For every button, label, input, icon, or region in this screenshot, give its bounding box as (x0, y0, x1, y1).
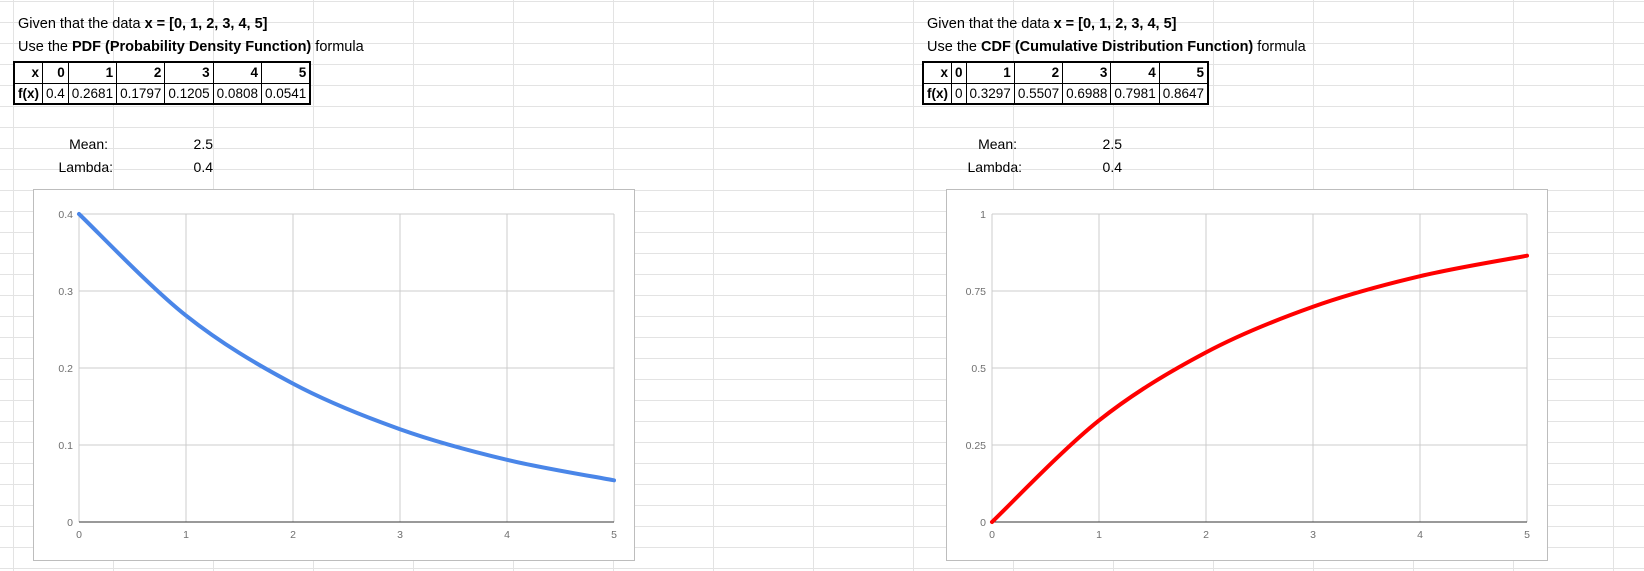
mean-value[interactable]: 2.5 (193, 136, 213, 152)
cdf-table-x-row: x 0 1 2 3 4 5 (922, 61, 1209, 84)
table-cell[interactable]: 0 (951, 82, 967, 105)
table-cell[interactable]: 2 (116, 61, 166, 84)
table-cell[interactable]: f(x) (922, 82, 952, 105)
pdf-table-fx-row: f(x) 0.4 0.2681 0.1797 0.1205 0.0808 0.0… (13, 82, 311, 105)
y-tick-label: 0.75 (966, 286, 987, 298)
table-cell[interactable]: 4 (212, 61, 262, 84)
table-cell[interactable]: 0.2681 (67, 82, 118, 105)
pdf-formula-suffix: formula (311, 39, 364, 55)
y-tick-label: 0.3 (58, 286, 73, 298)
table-cell[interactable]: 0 (951, 61, 967, 84)
table-cell[interactable]: 2 (1013, 61, 1064, 84)
pdf-data-array: x = [0, 1, 2, 3, 4, 5] (144, 16, 268, 32)
x-tick-label: 4 (1417, 529, 1423, 541)
table-cell[interactable]: 0.0808 (212, 82, 262, 105)
table-cell[interactable]: 3 (164, 61, 214, 84)
table-cell[interactable]: 1 (965, 61, 1015, 84)
table-cell[interactable]: x (13, 61, 43, 84)
cdf-formula-line: Use the CDF (Cumulative Distribution Fun… (927, 38, 1306, 56)
table-cell[interactable]: 1 (67, 61, 118, 84)
pdf-data-line-prefix: Given that the data (18, 16, 145, 32)
table-cell[interactable]: 5 (260, 61, 311, 84)
x-tick-label: 1 (183, 529, 189, 541)
lambda-label: Lambda: (967, 159, 1022, 175)
table-cell[interactable]: 0 (42, 61, 69, 84)
y-tick-label: 0 (980, 517, 986, 529)
table-cell[interactable]: 0.3297 (965, 82, 1015, 105)
x-tick-label: 5 (611, 529, 617, 541)
pdf-formula-name: PDF (Probability Density Function) (72, 39, 312, 55)
table-cell[interactable]: 0.0541 (260, 82, 311, 105)
cdf-table-fx-row: f(x) 0 0.3297 0.5507 0.6988 0.7981 0.864… (922, 82, 1209, 105)
x-tick-label: 2 (1203, 529, 1209, 541)
table-cell[interactable]: 0.5507 (1013, 82, 1064, 105)
cdf-formula-prefix: Use the (927, 39, 981, 55)
cdf-chart[interactable]: 0 1 2 3 4 5 0 0.25 0.5 0.75 1 (946, 189, 1548, 561)
cdf-formula-suffix: formula (1253, 39, 1306, 55)
x-tick-label: 4 (504, 529, 510, 541)
y-tick-label: 0 (67, 517, 73, 529)
pdf-chart-svg: 0 1 2 3 4 5 0 0.1 0.2 0.3 0.4 (58, 209, 617, 541)
x-tick-label: 1 (1096, 529, 1102, 541)
pdf-data-line: Given that the data x = [0, 1, 2, 3, 4, … (18, 15, 267, 33)
pdf-formula-prefix: Use the (18, 39, 72, 55)
cdf-data-array: x = [0, 1, 2, 3, 4, 5] (1053, 16, 1177, 32)
table-cell[interactable]: 5 (1158, 61, 1209, 84)
table-cell[interactable]: x (922, 61, 952, 84)
table-cell[interactable]: 0.6988 (1062, 82, 1112, 105)
y-tick-label: 1 (980, 209, 986, 221)
x-tick-label: 0 (76, 529, 82, 541)
cdf-formula-name: CDF (Cumulative Distribution Function) (981, 39, 1254, 55)
table-cell[interactable]: 0.8647 (1158, 82, 1209, 105)
pdf-formula-line: Use the PDF (Probability Density Functio… (18, 38, 364, 56)
table-cell[interactable]: 4 (1110, 61, 1160, 84)
y-tick-label: 0.2 (58, 363, 73, 375)
table-cell[interactable]: 0.4 (42, 82, 69, 105)
x-tick-label: 0 (989, 529, 995, 541)
x-tick-label: 5 (1524, 529, 1530, 541)
cdf-table: x 0 1 2 3 4 5 f(x) 0 0.3297 0.5507 0.698… (922, 61, 1209, 105)
pdf-chart[interactable]: 0 1 2 3 4 5 0 0.1 0.2 0.3 0.4 (33, 189, 635, 561)
y-tick-label: 0.25 (966, 440, 987, 452)
table-cell[interactable]: 0.7981 (1110, 82, 1160, 105)
pdf-table: x 0 1 2 3 4 5 f(x) 0.4 0.2681 0.1797 0.1… (13, 61, 312, 105)
cdf-chart-svg: 0 1 2 3 4 5 0 0.25 0.5 0.75 1 (966, 209, 1531, 541)
table-cell[interactable]: f(x) (13, 82, 43, 105)
mean-label: Mean: (978, 136, 1017, 152)
y-tick-label: 0.1 (58, 440, 73, 452)
table-cell[interactable]: 0.1797 (116, 82, 166, 105)
series-line (77, 212, 616, 483)
table-cell[interactable]: 3 (1062, 61, 1112, 84)
mean-value[interactable]: 2.5 (1102, 136, 1122, 152)
y-tick-label: 0.4 (58, 209, 73, 221)
cdf-data-line-prefix: Given that the data (927, 16, 1054, 32)
cdf-data-line: Given that the data x = [0, 1, 2, 3, 4, … (927, 15, 1176, 33)
table-cell[interactable]: 0.1205 (164, 82, 214, 105)
x-tick-label: 3 (1310, 529, 1316, 541)
lambda-value[interactable]: 0.4 (193, 159, 213, 175)
x-tick-label: 2 (290, 529, 296, 541)
pdf-table-x-row: x 0 1 2 3 4 5 (13, 61, 311, 84)
lambda-value[interactable]: 0.4 (1102, 159, 1122, 175)
y-tick-label: 0.5 (971, 363, 986, 375)
x-tick-label: 3 (397, 529, 403, 541)
series-line (990, 253, 1529, 524)
mean-label: Mean: (69, 136, 108, 152)
lambda-label: Lambda: (58, 159, 113, 175)
